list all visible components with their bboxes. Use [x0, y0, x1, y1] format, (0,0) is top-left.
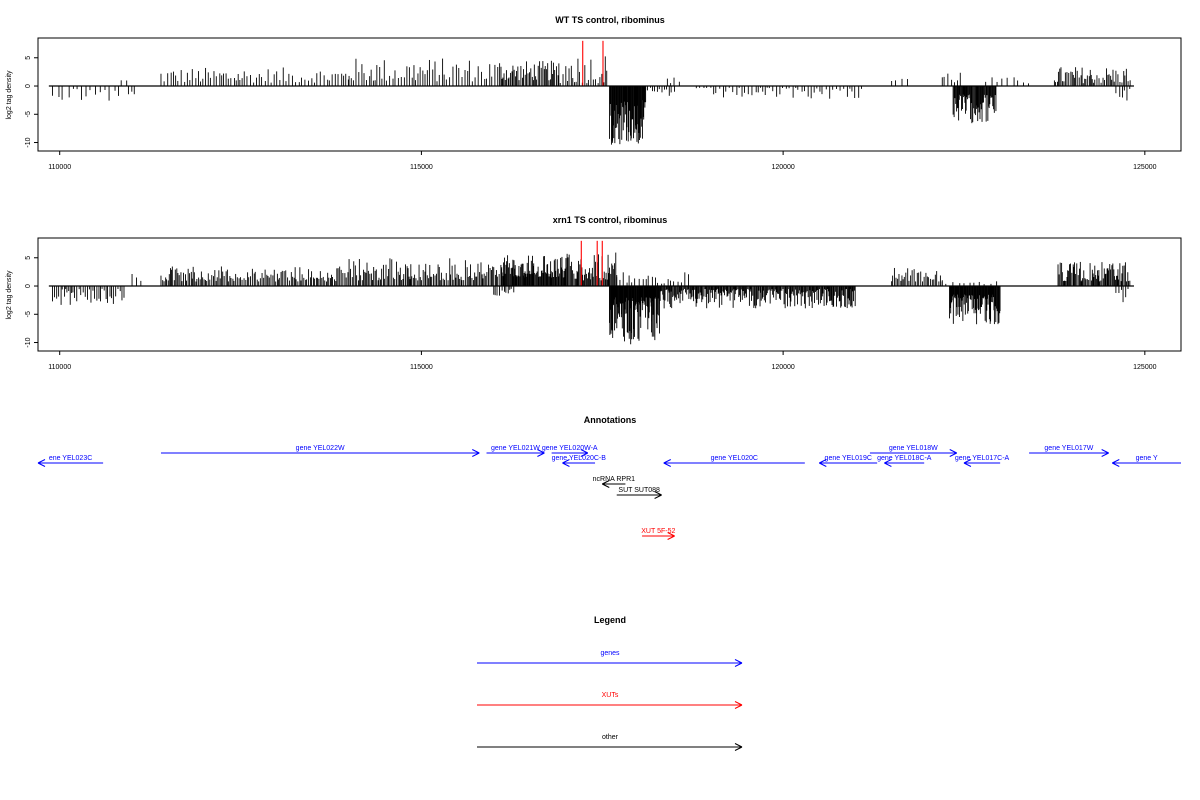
legend-item-gene: genes	[477, 650, 743, 667]
feature-label: ene YEL023C	[49, 455, 92, 462]
legend-label: genes	[600, 650, 620, 657]
x-tick-label: 125000	[1133, 164, 1156, 171]
y-tick-label: -10	[25, 337, 32, 347]
feature-gene: gene YEL019C	[819, 455, 878, 467]
legend-label: XUTs	[602, 692, 619, 699]
y-tick-label: -10	[25, 137, 32, 147]
feature-label: gene Y	[1136, 455, 1158, 462]
x-tick-label: 115000	[410, 164, 433, 171]
x-tick-label: 120000	[771, 364, 794, 371]
annotations-track: Annotations ene YEL023C gene YEL022W gene …	[37, 415, 1181, 540]
feature-gene: ene YEL023C	[37, 455, 104, 467]
y-tick-label: 5	[25, 256, 32, 260]
feature-label: gene YEL020C-B	[552, 455, 607, 462]
feature-gene: gene YEL020C-B	[552, 455, 607, 467]
feature-other: SUT SUT088	[616, 487, 662, 499]
feature-label: gene YEL018C-A	[877, 455, 932, 462]
feature-label: gene YEL021W	[491, 445, 540, 452]
legend: Legend genes XUTs other	[477, 615, 743, 751]
feature-gene: gene YEL020C	[663, 455, 805, 467]
signal-bars-xrn1	[48, 240, 1134, 345]
feature-label: gene YEL022W	[296, 445, 345, 452]
y-tick-label: 0	[25, 84, 32, 88]
panel-wt: WT TS control, ribominus 5 0 -5 -10 110000 11…	[6, 15, 1182, 171]
y-tick-label: -5	[25, 111, 32, 117]
legend-label: other	[602, 734, 619, 741]
x-tick-label: 115000	[410, 364, 433, 371]
feature-gene: gene YEL017W	[1029, 445, 1109, 457]
x-tick-label: 125000	[1133, 364, 1156, 371]
feature-label: gene YEL017W	[1044, 445, 1093, 452]
signal-bars-wt	[48, 40, 1134, 145]
panel-title-wt: WT TS control, ribominus	[555, 15, 665, 25]
feature-label: gene YEL019C	[825, 455, 872, 462]
feature-other: ncRNA RPR1	[593, 476, 636, 488]
feature-gene: gene Y	[1112, 455, 1181, 467]
y-tick-label: -5	[25, 311, 32, 317]
panel-xrn1: xrn1 TS control, ribominus 5 0 -5 -10 110000…	[6, 215, 1182, 371]
y-axis-label-xrn1: log2 tag density	[6, 270, 13, 320]
feature-label: gene YEL020W-A	[542, 445, 598, 452]
x-tick-label: 110000	[48, 364, 71, 371]
feature-gene: gene YEL022W	[160, 445, 480, 457]
legend-items: genes XUTs other	[477, 650, 743, 751]
feature-gene: gene YEL018C-A	[877, 455, 932, 467]
annotations-title: Annotations	[584, 415, 637, 425]
x-tick-label: 120000	[771, 164, 794, 171]
y-axis-label-wt: log2 tag density	[6, 70, 13, 120]
feature-gene: gene YEL017C-A	[955, 455, 1010, 467]
feature-label: SUT SUT088	[618, 487, 660, 494]
x-tick-label: 110000	[48, 164, 71, 171]
feature-label: XUT 5F-52	[641, 528, 675, 535]
plot-frame-wt	[37, 37, 1182, 152]
legend-title: Legend	[594, 615, 626, 625]
panel-title-xrn1: xrn1 TS control, ribominus	[553, 215, 668, 225]
axes-wt: 5 0 -5 -10 110000 115000 120000 125000	[25, 56, 1157, 171]
feature-label: gene YEL017C-A	[955, 455, 1010, 462]
plot-frame-xrn1	[37, 237, 1182, 352]
feature-xut: XUT 5F-52	[641, 528, 675, 540]
y-tick-label: 5	[25, 56, 32, 60]
feature-gene: gene YEL021W	[486, 445, 545, 457]
y-tick-label: 0	[25, 284, 32, 288]
legend-item-xut: XUTs	[477, 692, 743, 709]
feature-label: gene YEL020C	[711, 455, 758, 462]
feature-gene: gene YEL018W	[869, 445, 957, 457]
feature-gene: gene YEL020W-A	[542, 445, 598, 457]
legend-item-other: other	[477, 734, 743, 751]
axes-xrn1: 5 0 -5 -10 110000 115000 120000 125000	[25, 256, 1157, 371]
feature-label: ncRNA RPR1	[593, 476, 636, 483]
feature-label: gene YEL018W	[889, 445, 938, 452]
